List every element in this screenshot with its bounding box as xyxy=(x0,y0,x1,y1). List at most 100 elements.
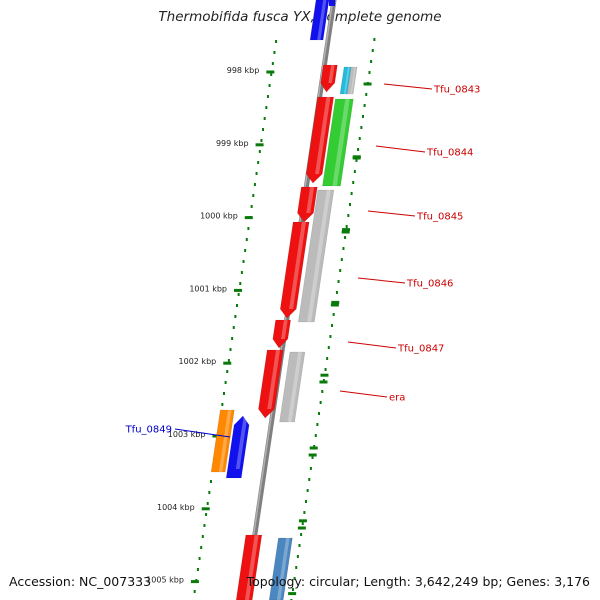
ruler-dot-right xyxy=(316,423,319,426)
kbp-tick-mark-right xyxy=(320,373,329,377)
ruler-dot-left xyxy=(244,249,247,252)
ruler-dot-left xyxy=(206,502,209,505)
ruler-dot-left xyxy=(239,282,242,285)
minor-tick xyxy=(308,453,317,457)
minor-tick xyxy=(352,156,361,160)
ruler-dot-right xyxy=(344,236,347,239)
minor-tick xyxy=(319,380,328,384)
gene-label: Tfu_0843 xyxy=(433,85,480,96)
ruler-dot-left xyxy=(263,117,266,120)
kbp-tick-mark xyxy=(201,507,210,511)
ruler-dot-right xyxy=(358,137,361,140)
ruler-dot-right xyxy=(300,533,303,536)
ruler-dot-left xyxy=(275,40,278,43)
gene-red-0844 xyxy=(305,96,334,184)
kbp-ruler: 998 kbp 999 kbp 1000 kbp 1001 kbp 1002 kbp 10… xyxy=(146,38,376,600)
gene-blue-0849 xyxy=(225,415,250,479)
minor-tick xyxy=(330,303,339,307)
label-leader-line xyxy=(339,390,388,398)
kbp-tick-label: 1001 kbp xyxy=(189,284,227,293)
ruler-dot-right xyxy=(291,588,294,591)
kbp-tick-label: 1003 kbp xyxy=(168,430,206,439)
ruler-dot-right xyxy=(319,401,322,404)
label-leader-line xyxy=(174,428,231,438)
ruler-dot-right xyxy=(327,346,330,349)
ruler-dot-left xyxy=(193,590,196,593)
kbp-tick-mark-right xyxy=(331,300,340,304)
ruler-dot-right xyxy=(296,555,299,558)
ruler-dot-left xyxy=(224,381,227,384)
ruler-dot-right xyxy=(347,214,350,217)
ruler-dot-right xyxy=(355,159,358,162)
kbp-tick-mark-right xyxy=(288,592,297,596)
kbp-tick-mark xyxy=(244,216,253,220)
gene-red-era xyxy=(258,349,284,419)
ruler-dot-left xyxy=(226,370,229,373)
kbp-tick-mark xyxy=(212,434,221,438)
ruler-dot-right xyxy=(314,434,317,437)
ruler-dot-right xyxy=(371,49,374,52)
ruler-dot-left xyxy=(236,304,239,307)
ruler-dot-left xyxy=(229,348,232,351)
gene-red-1005 xyxy=(235,534,263,600)
ruler-dot-left xyxy=(221,403,224,406)
label-leader-line xyxy=(375,145,426,153)
accession-text: Accession: NC_007333 xyxy=(9,574,152,589)
kbp-tick-mark xyxy=(190,580,199,584)
ruler-dot-left xyxy=(209,480,212,483)
ruler-dot-left xyxy=(240,271,243,274)
kbp-tick-label: 998 kbp xyxy=(227,66,260,75)
gene-top-marker xyxy=(329,0,335,6)
gene-labels: Tfu_0843 Tfu_0844 Tfu_0845 Tfu_0846 Tfu_0847… xyxy=(125,83,480,438)
gene-label: Tfu_0846 xyxy=(406,279,453,290)
label-leader-line xyxy=(367,210,416,217)
gene-red-0843 xyxy=(320,64,338,93)
ruler-dot-left xyxy=(234,315,237,318)
gene-label: Tfu_0849 xyxy=(125,425,172,436)
gene-top-blue xyxy=(309,0,330,41)
ruler-dot-right xyxy=(373,38,376,41)
topology-text: Topology: circular; Length: 3,642,249 bp… xyxy=(246,574,590,589)
ruler-dot-left xyxy=(266,95,269,98)
ruler-dot-left xyxy=(255,172,258,175)
gene-label: Tfu_0844 xyxy=(426,148,473,159)
gene-label: Tfu_0847 xyxy=(397,344,444,355)
gene-steelblue-1005 xyxy=(268,537,293,600)
ruler-dot-right xyxy=(361,115,364,118)
ruler-dot-left xyxy=(237,293,240,296)
gene-gray-era xyxy=(279,351,306,423)
gene-gray-0845 xyxy=(297,189,335,323)
kbp-tick-label: 1004 kbp xyxy=(157,503,195,512)
kbp-tick-label: 1005 kbp xyxy=(146,576,184,585)
ruler-dot-left xyxy=(205,513,208,516)
ruler-dot-right xyxy=(368,71,371,74)
ruler-dot-left xyxy=(196,568,199,571)
ruler-dot-right xyxy=(342,247,345,250)
ruler-dot-right xyxy=(298,544,301,547)
ruler-dot-left xyxy=(252,194,255,197)
ruler-dot-right xyxy=(329,335,332,338)
ruler-dot-left xyxy=(208,491,211,494)
ruler-dot-left xyxy=(222,392,225,395)
ruler-dot-right xyxy=(308,478,311,481)
ruler-dot-left xyxy=(270,73,273,76)
ruler-dot-left xyxy=(198,557,201,560)
ruler-dot-right xyxy=(353,170,356,173)
label-leader-line xyxy=(347,341,397,349)
ruler-dot-left xyxy=(271,62,274,65)
kbp-tick-label: 999 kbp xyxy=(216,139,249,148)
ruler-dot-right xyxy=(345,225,348,228)
kbp-tick-label: 1002 kbp xyxy=(179,357,217,366)
kbp-tick-mark xyxy=(234,288,243,292)
ruler-dot-right xyxy=(311,456,314,459)
ruler-dot-right xyxy=(326,357,329,360)
kbp-tick-mark-right xyxy=(363,82,372,86)
ruler-dot-right xyxy=(335,291,338,294)
ruler-dot-left xyxy=(247,227,250,230)
ruler-dot-right xyxy=(348,203,351,206)
ruler-dot-right xyxy=(363,104,366,107)
gene-red-0847 xyxy=(272,319,291,349)
ruler-dot-right xyxy=(339,269,342,272)
ruler-dot-right xyxy=(365,93,368,96)
map-title: Thermobifida fusca YX, complete genome xyxy=(158,9,442,25)
